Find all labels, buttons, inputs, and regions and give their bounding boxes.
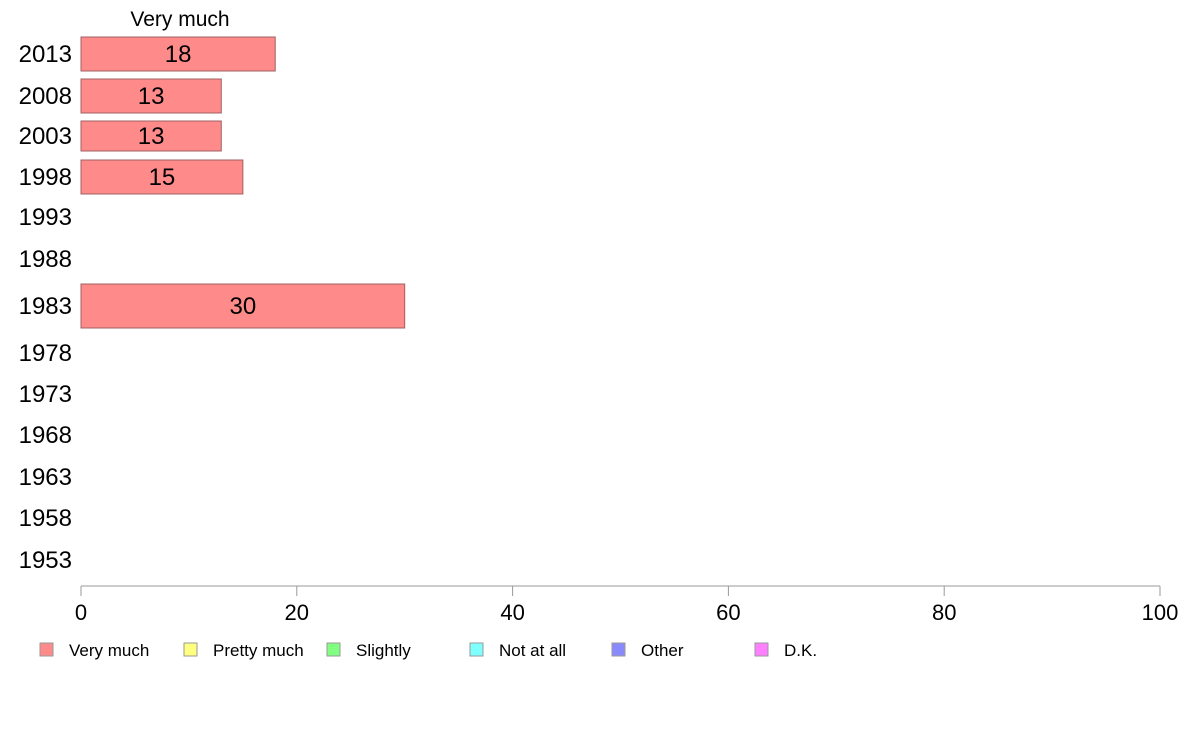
year-label-1973: 1973 <box>19 381 72 408</box>
legend-label: Other <box>641 641 684 660</box>
year-label-1953: 1953 <box>19 547 72 574</box>
legend-label: Not at all <box>499 641 566 660</box>
legend: Very much Pretty much Slightly Not at all Ot… <box>39 641 817 660</box>
x-tick-label-40: 40 <box>500 600 524 625</box>
legend-label: Pretty much <box>213 641 304 660</box>
year-label-1983: 1983 <box>19 293 72 320</box>
x-axis: 0 20 40 60 80 100 <box>75 585 1179 625</box>
year-label-1998: 1998 <box>19 164 72 191</box>
legend-label: D.K. <box>784 641 817 660</box>
bar-2008 <box>80 78 222 114</box>
x-tick-label-100: 100 <box>1142 600 1179 625</box>
year-label-1963: 1963 <box>19 464 72 491</box>
year-label-1978: 1978 <box>19 340 72 367</box>
bar-2003 <box>80 120 222 152</box>
legend-swatch <box>39 642 54 657</box>
x-tick-label-80: 80 <box>932 600 956 625</box>
x-tick-label-60: 60 <box>716 600 740 625</box>
bar-1983 <box>80 283 406 329</box>
legend-item-pretty-much: Pretty much <box>183 641 304 660</box>
bar-1998 <box>80 159 244 195</box>
legend-item-d-k: D.K. <box>754 641 817 660</box>
legend-item-not-at-all: Not at all <box>469 641 566 660</box>
year-label-2008: 2008 <box>19 83 72 110</box>
data-label-2013: 18 <box>165 41 192 68</box>
year-label-1958: 1958 <box>19 505 72 532</box>
legend-label: Very much <box>69 641 149 660</box>
column-header: Very much <box>130 8 229 31</box>
legend-item-other: Other <box>611 641 684 660</box>
year-label-1968: 1968 <box>19 422 72 449</box>
data-label-1998: 15 <box>149 164 176 191</box>
x-tick-label-20: 20 <box>285 600 309 625</box>
year-label-1988: 1988 <box>19 246 72 273</box>
legend-swatch <box>469 642 484 657</box>
data-label-1983: 30 <box>229 293 256 320</box>
legend-item-slightly: Slightly <box>326 641 411 660</box>
year-label-1993: 1993 <box>19 204 72 231</box>
legend-swatch <box>754 642 769 657</box>
year-label-2003: 2003 <box>19 123 72 150</box>
year-labels: 2013 2008 2003 1998 1993 1988 1983 1978 1973 1968… <box>19 41 72 574</box>
x-tick-label-0: 0 <box>75 600 87 625</box>
data-label-2003: 13 <box>138 123 165 150</box>
legend-swatch <box>326 642 341 657</box>
legend-swatch <box>611 642 626 657</box>
data-label-2008: 13 <box>138 83 165 110</box>
legend-item-very-much: Very much <box>39 641 149 660</box>
year-label-2013: 2013 <box>19 41 72 68</box>
legend-swatch <box>183 642 198 657</box>
legend-label: Slightly <box>356 641 411 660</box>
bar-2013 <box>80 36 276 72</box>
